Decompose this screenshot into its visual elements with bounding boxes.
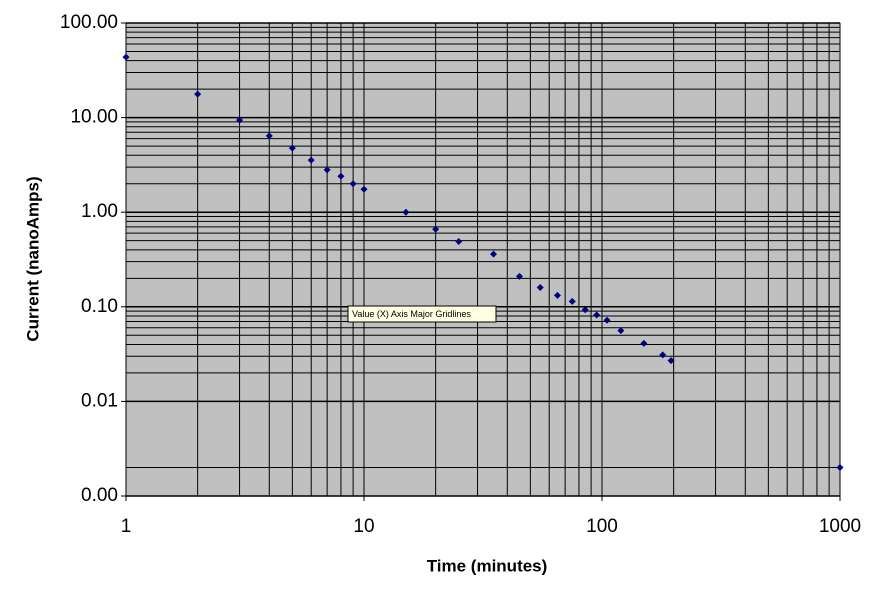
y-tick-label: 100.00 xyxy=(60,12,118,33)
data-point xyxy=(432,225,440,233)
data-point xyxy=(553,291,561,299)
data-point xyxy=(455,238,463,246)
data-point xyxy=(236,116,244,124)
x-tick-label: 1 xyxy=(121,516,132,537)
data-point xyxy=(337,172,345,180)
data-point xyxy=(593,311,601,319)
plot-area xyxy=(125,22,841,497)
data-point xyxy=(323,166,331,174)
data-point xyxy=(603,316,611,324)
data-point xyxy=(489,250,497,258)
y-tick-label: 1.00 xyxy=(81,201,118,222)
data-point xyxy=(568,297,576,305)
data-point xyxy=(307,156,315,164)
y-axis-title: Current (nanoAmps) xyxy=(23,176,42,341)
y-tick-label: 0.00 xyxy=(81,485,118,506)
tooltip-text: Value (X) Axis Major Gridlines xyxy=(352,309,471,319)
x-tick-label: 100 xyxy=(586,516,618,537)
y-tick-label: 0.10 xyxy=(81,296,118,317)
data-point xyxy=(349,180,357,188)
x-axis-title: Time (minutes) xyxy=(427,556,548,575)
y-tick-label: 10.00 xyxy=(70,107,118,128)
data-point xyxy=(667,357,675,365)
tooltip-box xyxy=(347,305,497,323)
data-point xyxy=(617,327,625,335)
tooltip: Value (X) Axis Major Gridlines xyxy=(347,305,497,323)
x-tick-label: 1000 xyxy=(819,516,861,537)
data-point xyxy=(402,208,410,216)
data-point xyxy=(515,272,523,280)
data-point xyxy=(360,185,368,193)
data-point xyxy=(122,53,130,61)
data-point xyxy=(194,90,202,98)
data-point xyxy=(581,306,589,314)
y-tick-label: 0.01 xyxy=(81,390,118,411)
data-point xyxy=(265,132,273,140)
data-point xyxy=(836,464,844,472)
data-point xyxy=(288,144,296,152)
x-tick-label: 10 xyxy=(353,516,374,537)
data-point xyxy=(536,283,544,291)
data-point xyxy=(640,339,648,347)
data-point xyxy=(659,351,667,359)
